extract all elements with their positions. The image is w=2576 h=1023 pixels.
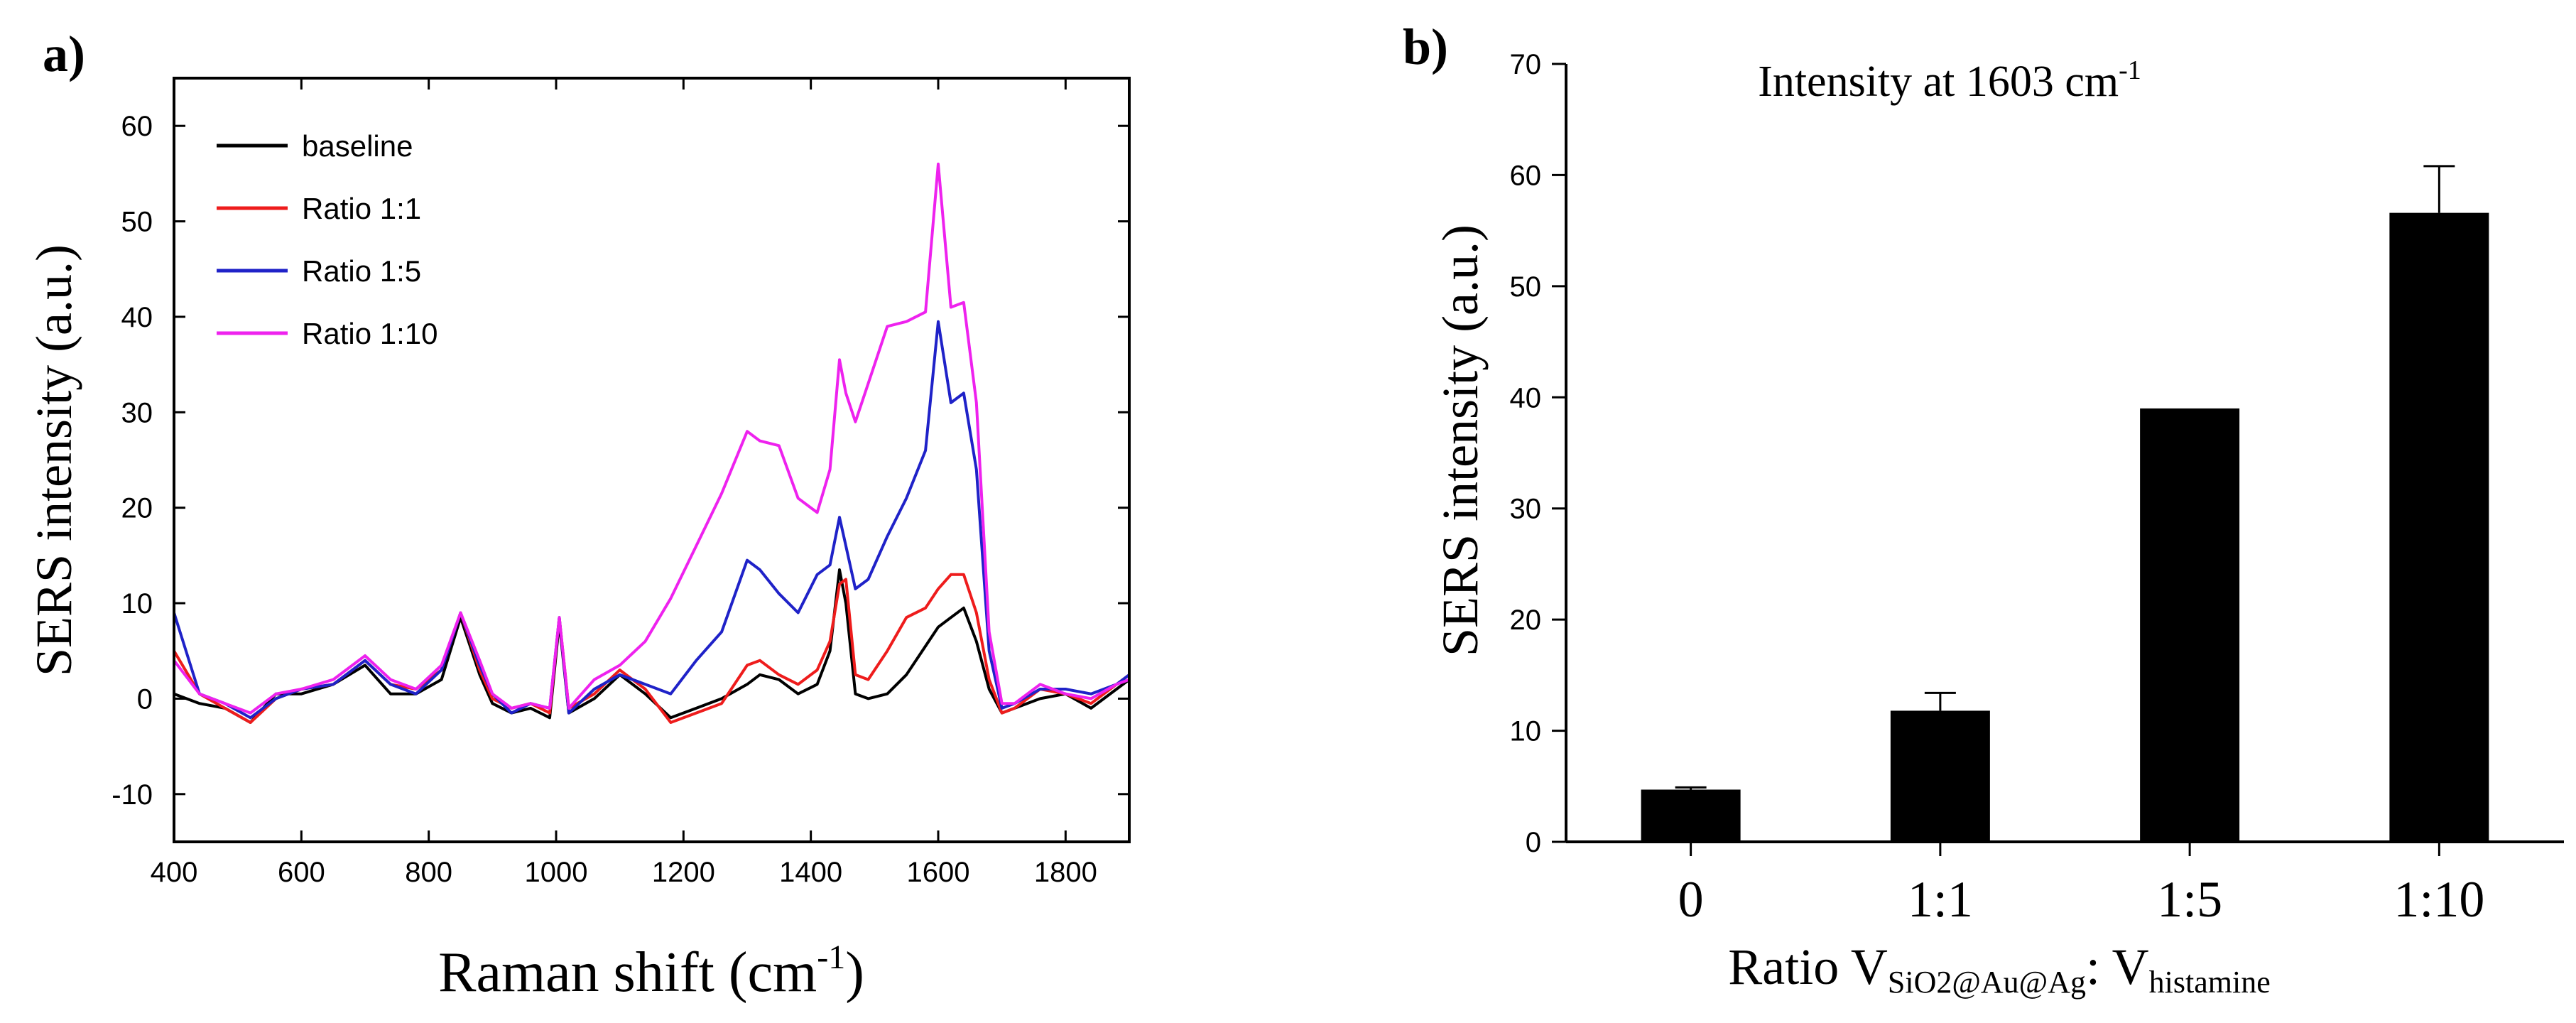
panel-a-series <box>173 162 1131 724</box>
panel-a-ticks <box>173 78 1129 842</box>
panel-b-y-tick-label: 50 <box>1510 271 1542 303</box>
panel-a-x-tick-labels: 400 600 800 1000 1200 1400 1600 1800 <box>151 857 1097 888</box>
panel-b-y-tick-label: 0 <box>1526 827 1541 858</box>
legend-label: Ratio 1:1 <box>302 192 421 225</box>
legend-label: Ratio 1:5 <box>302 254 421 288</box>
panel-b-chart-title: Intensity at 1603 cm-1 <box>1758 55 2141 106</box>
legend-label: Ratio 1:10 <box>302 317 438 350</box>
panel-b-y-tick-label: 20 <box>1510 605 1542 636</box>
panel-b-y-tick-label: 30 <box>1510 494 1542 525</box>
panel-a-legend: baseline Ratio 1:1 Ratio 1:5 Ratio 1:10 <box>217 129 438 350</box>
panel-b-label: b) <box>1403 18 1448 75</box>
panel-b-y-axis-title: SERS intensity (a.u.) <box>1432 224 1489 656</box>
panel-b-y-tick-labels: 0 10 20 30 40 50 60 70 <box>1510 49 1542 858</box>
legend-label: baseline <box>302 129 413 163</box>
bar-1-5 <box>2140 408 2240 842</box>
panel-a-y-tick-label: 40 <box>121 302 153 333</box>
series-line-ratio-1-10 <box>173 162 1130 715</box>
panel-b-x-axis-title: Ratio VSiO2@Au@Ag: Vhistamine <box>1728 938 2271 1000</box>
panel-b-x-tick-label: 1:1 <box>1908 871 1973 928</box>
series-line-ratio-1-5 <box>173 320 1131 720</box>
panel-a-x-axis-title: Raman shift (cm-1) <box>438 938 864 1004</box>
panel-a-label: a) <box>43 26 85 82</box>
panel-a-x-tick-label: 1200 <box>652 857 715 888</box>
panel-b-axes <box>1552 63 2564 856</box>
panel-b-x-tick-labels: 0 1:1 1:5 1:10 <box>1678 871 2485 928</box>
panel-b-x-tick-label: 1:10 <box>2393 871 2484 928</box>
panel-a-x-tick-label: 400 <box>151 857 198 888</box>
panel-a-y-tick-label: 50 <box>121 207 153 238</box>
panel-a-x-tick-label: 1000 <box>525 857 588 888</box>
panel-b-y-tick-label: 10 <box>1510 716 1542 747</box>
bar-0 <box>1641 789 1741 842</box>
panel-b-x-tick-label: 0 <box>1678 871 1704 928</box>
panel-a-y-tick-label: -10 <box>112 779 153 811</box>
panel-a-y-tick-label: 30 <box>121 397 153 428</box>
bar-1-10 <box>2389 212 2489 843</box>
panel-a-y-tick-label: 20 <box>121 493 153 524</box>
panel-a-x-tick-label: 1800 <box>1034 857 1097 888</box>
panel-b-y-tick-label: 60 <box>1510 160 1542 191</box>
panel-a-y-tick-label: 0 <box>137 683 153 715</box>
panel-a-x-tick-label: 800 <box>405 857 452 888</box>
panel-b-y-tick-label: 40 <box>1510 382 1542 413</box>
panel-b-y-tick-label: 70 <box>1510 49 1542 80</box>
panel-b-bars <box>1641 165 2489 843</box>
bar-1-1 <box>1890 710 1990 842</box>
panel-a-y-tick-label: 60 <box>121 111 153 142</box>
panel-a-y-tick-labels: -10 0 10 20 30 40 50 60 <box>112 111 153 811</box>
panel-a-plot-frame <box>173 77 1131 843</box>
series-line-baseline <box>173 568 1131 724</box>
panel-a-x-tick-label: 600 <box>278 857 325 888</box>
panel-b-x-tick-label: 1:5 <box>2157 871 2222 928</box>
panel-a-x-tick-label: 1400 <box>779 857 842 888</box>
panel-a-y-axis-title: SERS intensity (a.u.) <box>26 244 82 676</box>
panel-b-bar-chart: b) Intensity at 1603 cm-1 0 10 20 30 40 50 60 7… <box>1403 18 2564 1000</box>
panel-a-y-tick-label: 10 <box>121 588 153 619</box>
panel-a-x-tick-label: 1600 <box>907 857 970 888</box>
